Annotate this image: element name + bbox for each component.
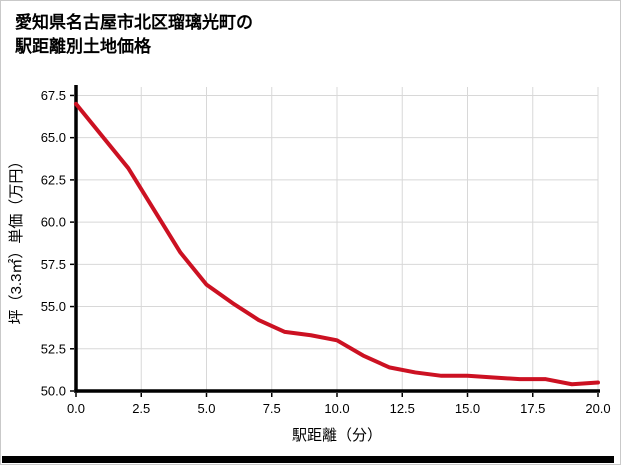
gridlines [76,87,599,391]
x-tick-label: 2.5 [132,401,150,416]
chart-title-line2: 駅距離別土地価格 [15,36,151,56]
x-axis-label: 駅距離（分） [292,426,382,444]
y-axis-label: 坪（3.3㎡）単価（万円） [8,154,25,325]
price-line [74,101,600,387]
x-tick-label: 10.0 [324,401,349,416]
y-tick-label: 65.0 [41,130,66,145]
x-tick-label: 17.5 [520,401,545,416]
bottom-bar [2,456,614,463]
y-tick-label: 57.5 [41,257,66,272]
x-tick-label: 20.0 [585,401,610,416]
chart-area: 0.0 2.5 5.0 7.5 10.0 12.5 15.0 17.5 20.0 50.0 52.5… [1,79,620,460]
x-tick-label: 15.0 [455,401,480,416]
x-tick-label: 0.0 [67,401,85,416]
y-tick-label: 62.5 [41,172,66,187]
chart-title: 愛知県名古屋市北区瑠璃光町の 駅距離別土地価格 [1,1,620,59]
y-tick-label: 52.5 [41,341,66,356]
axes [74,85,600,393]
chart-title-line1: 愛知県名古屋市北区瑠璃光町の [15,13,253,32]
x-tick-label: 5.0 [197,401,215,416]
x-tick-label: 7.5 [263,401,281,416]
y-tick-label: 67.5 [41,88,66,103]
x-tick-label: 12.5 [390,401,415,416]
tick-marks [70,94,599,397]
line-chart-svg: 0.0 2.5 5.0 7.5 10.0 12.5 15.0 17.5 20.0 50.0 52.5… [8,85,611,444]
tick-labels: 0.0 2.5 5.0 7.5 10.0 12.5 15.0 17.5 20.0 50.0 52.5… [41,88,611,416]
y-tick-label: 50.0 [41,384,66,399]
y-tick-label: 60.0 [41,215,66,230]
y-tick-label: 55.0 [41,299,66,314]
